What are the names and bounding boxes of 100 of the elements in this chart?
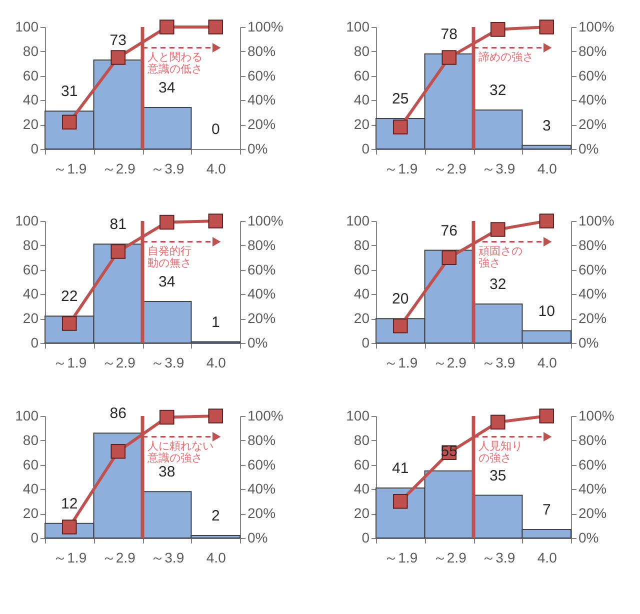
data-label: 12 — [61, 495, 78, 512]
y2-tick-label: 100% — [578, 408, 614, 424]
x-tick-label: ～2.9 — [102, 354, 136, 370]
y-tick-label: 60 — [354, 67, 370, 84]
data-label: 73 — [110, 32, 126, 49]
y-tick-label: 20 — [354, 310, 370, 326]
data-label: 38 — [158, 464, 176, 481]
annotation: 諦めの強さ — [478, 50, 534, 64]
x-tick-label: ～3.9 — [482, 550, 516, 566]
y-tick-label: 100 — [15, 212, 39, 228]
x-tick-label: ～2.9 — [102, 160, 136, 176]
y2-tick-label: 80% — [578, 42, 607, 59]
y-tick-label: 40 — [22, 286, 39, 302]
y-tick-label: 80 — [354, 42, 370, 59]
point — [490, 414, 506, 430]
y2-tick-label: 20% — [248, 116, 276, 132]
y-tick-label: 0 — [30, 530, 39, 546]
point — [392, 494, 408, 509]
x-tick-label: 4.0 — [206, 550, 226, 566]
data-label: 78 — [440, 26, 458, 43]
point — [539, 20, 554, 34]
y2-tick-label: 20% — [578, 116, 607, 132]
point — [539, 214, 554, 228]
x-tick-label: 4.0 — [206, 354, 226, 370]
data-label: 22 — [61, 288, 78, 306]
x-tick-label: ～1.9 — [384, 354, 418, 370]
y2-tick-label: 60% — [248, 261, 276, 278]
point — [159, 20, 174, 34]
x-tick-label: ～1.9 — [384, 160, 418, 176]
annotation: 人に頼れない意識の強さ — [146, 440, 214, 464]
data-label: 7 — [542, 501, 551, 518]
y-tick-label: 0 — [362, 334, 370, 350]
point — [539, 408, 554, 424]
y2-tick-label: 100% — [248, 408, 284, 424]
y-tick-label: 40 — [354, 92, 370, 108]
y2-tick-label: 80% — [248, 432, 276, 448]
y2-tick-label: 20% — [578, 505, 607, 522]
point — [442, 50, 457, 65]
y-tick-label: 0 — [30, 140, 39, 156]
y2-tick-label: 100% — [578, 18, 614, 34]
y2-tick-label: 80% — [248, 236, 276, 253]
data-label: 1 — [211, 314, 220, 331]
y-tick-label: 60 — [22, 261, 39, 278]
y-tick-label: 40 — [354, 480, 370, 497]
y-tick-label: 0 — [30, 334, 39, 350]
y-tick-label: 0 — [362, 140, 370, 156]
point — [159, 410, 174, 425]
data-label: 32 — [490, 276, 506, 293]
x-tick-label: 4.0 — [537, 354, 558, 370]
y2-tick-label: 0% — [248, 140, 268, 156]
point — [442, 250, 457, 265]
y2-tick-label: 20% — [248, 505, 276, 522]
y-tick-label: 80 — [22, 432, 39, 448]
y2-tick-label: 0% — [248, 530, 268, 546]
x-tick-label: ～1.9 — [53, 354, 87, 370]
x-tick-label: 4.0 — [537, 160, 558, 176]
y2-tick-label: 40% — [578, 286, 607, 302]
data-label: 34 — [158, 80, 176, 97]
annotation: 人見知りの強さ — [478, 440, 522, 464]
point — [110, 50, 126, 65]
y-tick-label: 40 — [22, 92, 39, 108]
annotation: 自発的行動の無さ — [148, 245, 192, 270]
y2-tick-label: 100% — [248, 18, 284, 34]
data-label: 2 — [211, 508, 220, 525]
y2-tick-label: 40% — [578, 480, 607, 497]
x-tick-label: ～3.9 — [150, 160, 184, 176]
data-label: 35 — [490, 467, 506, 484]
y-tick-label: 80 — [354, 236, 370, 253]
y-tick-label: 100 — [346, 18, 370, 34]
y2-tick-label: 60% — [578, 67, 607, 84]
y2-tick-label: 40% — [248, 286, 276, 302]
y-tick-label: 20 — [354, 505, 370, 522]
x-tick-label: ～1.9 — [384, 550, 418, 566]
y-tick-label: 20 — [22, 310, 39, 326]
y-tick-label: 80 — [22, 42, 39, 59]
y2-tick-label: 60% — [248, 456, 276, 472]
data-label: 34 — [158, 274, 176, 291]
y-tick-label: 60 — [354, 261, 370, 278]
point — [208, 408, 224, 424]
x-tick-label: ～3.9 — [482, 160, 516, 176]
annotation: 頑固さの強さ — [478, 245, 522, 270]
point — [208, 214, 224, 228]
y-tick-label: 60 — [354, 456, 370, 472]
y2-tick-label: 0% — [578, 334, 599, 350]
data-label: 41 — [392, 460, 409, 477]
point — [490, 22, 506, 37]
data-label: 3 — [542, 117, 551, 134]
point — [159, 214, 174, 230]
data-label: 25 — [392, 90, 409, 108]
data-label: 86 — [110, 405, 126, 422]
y2-tick-label: 80% — [248, 42, 276, 59]
y2-tick-label: 20% — [578, 310, 607, 326]
x-tick-label: ～3.9 — [150, 354, 184, 370]
y-tick-label: 100 — [346, 212, 370, 228]
point — [110, 444, 126, 459]
y-tick-label: 20 — [22, 116, 39, 132]
data-label: 0 — [211, 121, 220, 138]
y2-tick-label: 60% — [578, 261, 607, 278]
y-tick-label: 100 — [15, 408, 39, 424]
y2-tick-label: 100% — [248, 212, 284, 228]
